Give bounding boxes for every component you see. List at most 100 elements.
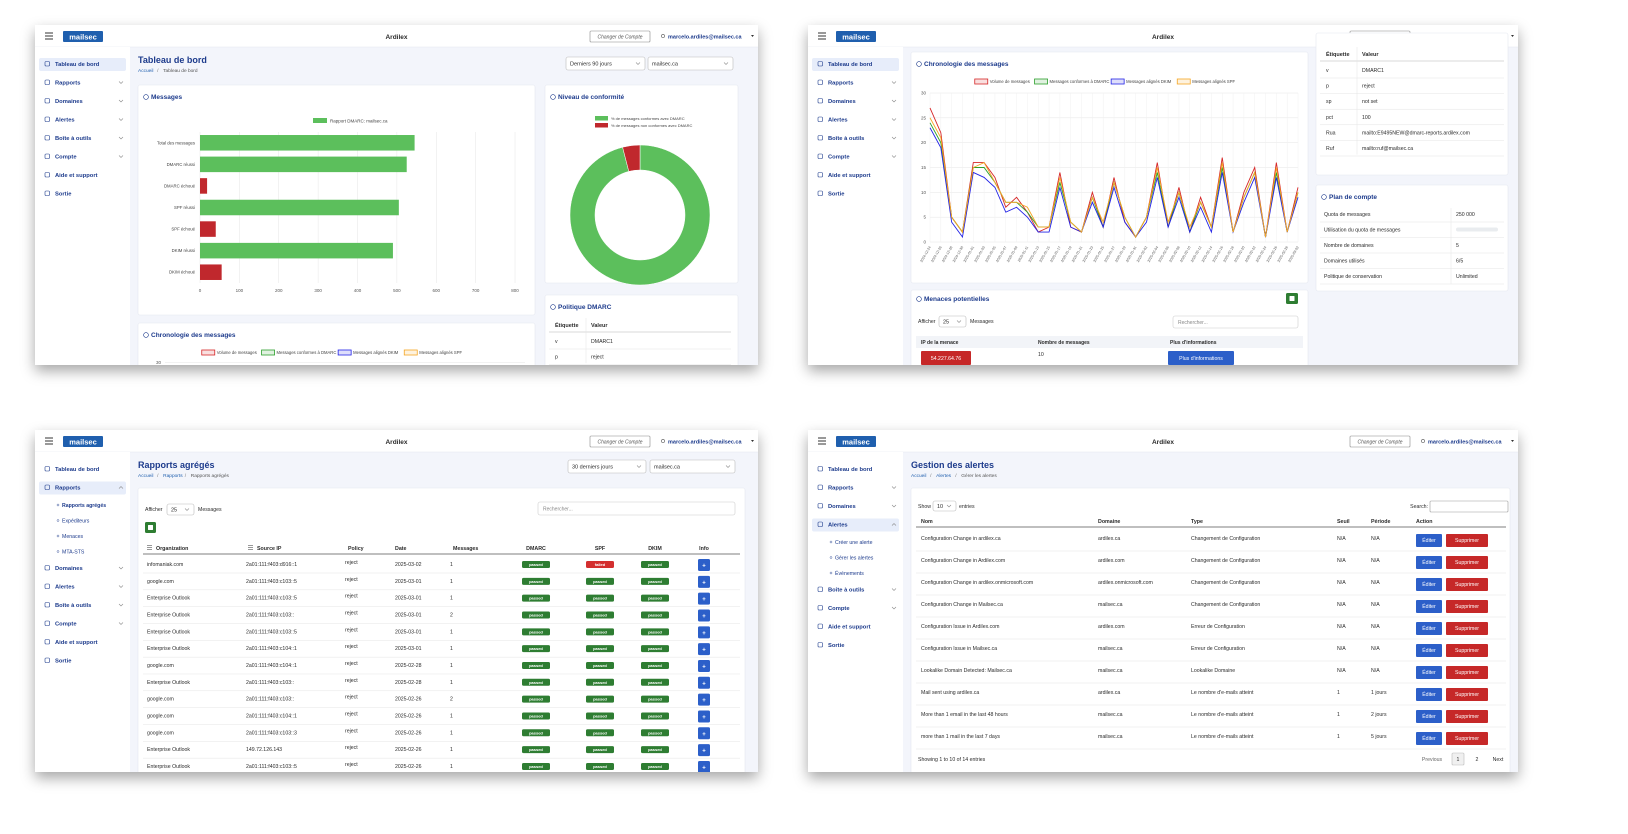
edit-button[interactable] [1416,710,1442,723]
sidebar-item[interactable]: Boîte à outils [828,588,864,594]
select[interactable] [932,500,957,512]
switch-account-button[interactable] [589,30,651,43]
delete-button[interactable] [1446,600,1488,613]
sidebar-subitem[interactable]: Expéditeurs [62,519,90,525]
sidebar-item[interactable]: Sortie [55,659,72,665]
edit-button[interactable] [1416,622,1442,635]
sidebar-item[interactable]: Compte [828,606,850,612]
sidebar-item[interactable]: Alertes [828,118,848,124]
user-menu[interactable]: marcelo.ardiles@mailsec.ca [668,440,742,446]
select[interactable] [567,459,647,474]
sidebar-item[interactable]: Domaines [55,99,83,105]
delete-button[interactable] [1446,622,1488,635]
sidebar-item[interactable]: Rapports [828,81,853,87]
info-button[interactable] [698,609,710,622]
sidebar-subitem[interactable]: Créer une alerte [835,540,873,546]
sidebar-subitem[interactable]: Menaces [62,534,83,540]
sidebar-subitem[interactable]: Gérer les alertes [835,556,874,562]
sidebar-item[interactable]: Tableau de bord [55,62,100,68]
info-button[interactable] [698,710,710,723]
info-button[interactable] [698,575,710,588]
info-button[interactable] [698,727,710,740]
breadcrumb-item[interactable]: Accueil [138,68,153,74]
pagination-page[interactable]: 1 [1457,757,1460,763]
edit-button[interactable] [1416,666,1442,679]
edit-button[interactable] [1416,578,1442,591]
sidebar-item[interactable]: Aide et support [828,173,871,179]
breadcrumb-item[interactable]: Accueil [911,473,926,479]
switch-account-button[interactable] [589,435,651,448]
edit-button[interactable] [1416,600,1442,613]
select[interactable] [649,459,736,474]
edit-button[interactable] [1416,688,1442,701]
pagination-next[interactable]: Next [1493,757,1504,763]
select[interactable] [166,503,195,516]
info-button[interactable] [698,693,710,706]
search-input[interactable] [537,501,736,516]
edit-button[interactable] [1416,732,1442,745]
delete-button[interactable] [1446,732,1488,745]
edit-button[interactable] [1416,644,1442,657]
delete-button[interactable] [1446,556,1488,569]
user-menu[interactable]: marcelo.ardiles@mailsec.ca [668,35,742,41]
sidebar-item[interactable]: Boîte à outils [55,136,91,142]
sidebar-item[interactable]: Boîte à outils [828,136,864,142]
delete-button[interactable] [1446,688,1488,701]
select[interactable] [565,56,646,71]
status-label: passed [648,663,662,668]
user-icon [1421,439,1425,443]
info-button[interactable] [698,659,710,672]
sidebar-subitem[interactable]: Rapports agrégés [62,503,106,509]
search-input[interactable] [1172,315,1299,329]
sidebar-item[interactable]: Alertes [55,118,75,124]
sidebar-item[interactable]: Tableau de bord [828,62,873,68]
sidebar-item[interactable]: Domaines [828,99,856,105]
breadcrumb-item[interactable]: Alertes [936,473,952,479]
switch-account-button[interactable] [1349,435,1411,448]
sidebar-item[interactable]: Compte [55,155,77,161]
sidebar-item[interactable]: Aide et support [55,640,98,646]
sidebar-item[interactable]: Alertes [55,585,75,591]
info-button[interactable] [698,592,710,605]
info-button[interactable] [698,559,710,571]
info-button[interactable] [698,676,710,689]
sidebar-item[interactable]: Domaines [828,504,856,510]
info-button[interactable] [698,760,710,773]
delete-button[interactable] [1446,644,1488,657]
edit-button[interactable] [1416,556,1442,569]
info-button[interactable] [698,643,710,656]
sidebar-item[interactable]: Sortie [828,192,845,198]
info-button[interactable] [698,744,710,757]
delete-button[interactable] [1446,534,1488,547]
select[interactable] [938,315,967,328]
delete-button[interactable] [1446,578,1488,591]
sidebar-item[interactable]: Alertes [828,523,848,529]
sidebar-item[interactable]: Aide et support [828,625,871,631]
sidebar-item[interactable]: Tableau de bord [828,467,873,473]
sidebar-item[interactable]: Compte [828,155,850,161]
sidebar-item[interactable]: Domaines [55,566,83,572]
sidebar-item[interactable]: Compte [55,622,77,628]
delete-button[interactable] [1446,710,1488,723]
sidebar-item[interactable]: Rapports [55,486,80,492]
sidebar-item[interactable]: Rapports [828,486,853,492]
pagination-page[interactable]: 2 [1476,757,1479,763]
sidebar-item[interactable]: Sortie [828,643,845,649]
sidebar-item[interactable]: Tableau de bord [55,467,100,473]
more-info-button[interactable] [1168,351,1234,365]
sidebar-subitem[interactable]: Événements [835,570,864,577]
select[interactable] [647,56,734,71]
sidebar-item[interactable]: Rapports [55,81,80,87]
sidebar-item[interactable]: Boîte à outils [55,603,91,609]
user-menu[interactable]: marcelo.ardiles@mailsec.ca [1428,440,1502,446]
sidebar-item[interactable]: Aide et support [55,173,98,179]
breadcrumb-item[interactable]: Rapports [163,473,183,479]
edit-button[interactable] [1416,534,1442,547]
search-input[interactable] [1429,500,1509,513]
pagination-previous[interactable]: Previous [1422,757,1443,763]
sidebar-item[interactable]: Sortie [55,192,72,198]
sidebar-subitem[interactable]: MTA-STS [62,550,85,556]
delete-button[interactable] [1446,666,1488,679]
breadcrumb-item[interactable]: Accueil [138,473,153,479]
info-button[interactable] [698,626,710,639]
